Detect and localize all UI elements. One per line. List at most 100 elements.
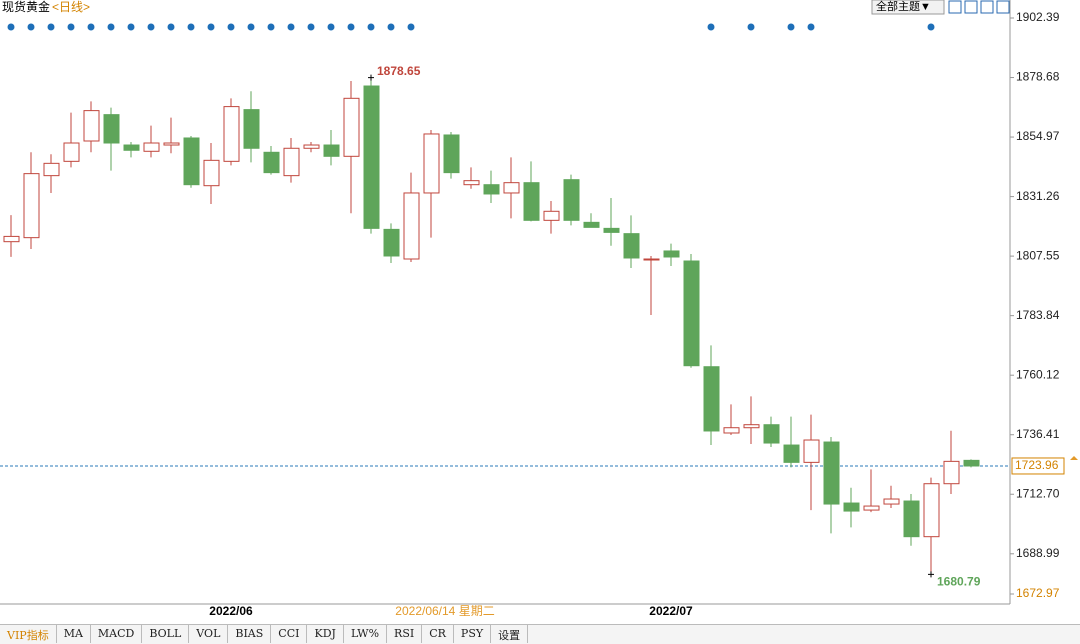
candle-body <box>83 110 100 142</box>
candle-body <box>543 210 560 221</box>
signal-marker <box>47 23 55 31</box>
period: <日线> <box>52 0 90 14</box>
signal-marker <box>127 23 135 31</box>
candle-body <box>523 182 540 221</box>
candle-body <box>923 483 940 538</box>
candle-body <box>943 460 960 485</box>
crosshair-label: 2022/06/14 星期二 <box>395 604 494 618</box>
candle-body <box>583 221 600 228</box>
current-price-box <box>1011 457 1065 475</box>
title: 现货黄金 <box>2 0 50 14</box>
signal-marker <box>7 23 15 31</box>
candle-body <box>43 162 60 177</box>
candle-body <box>363 85 380 229</box>
signal-marker <box>207 23 215 31</box>
signal-marker <box>347 23 355 31</box>
candle-body <box>23 173 40 239</box>
x-tick-label: 2022/06 <box>209 604 253 618</box>
signal-marker <box>307 23 315 31</box>
indicator-tab[interactable]: VOL <box>189 625 229 643</box>
signal-marker <box>227 23 235 31</box>
signal-marker <box>167 23 175 31</box>
y-tick-label: 1672.97 <box>1016 586 1060 600</box>
max-marker <box>368 74 374 81</box>
candle-body <box>223 106 240 162</box>
signal-marker <box>367 23 375 31</box>
y-tick-label: 1712.70 <box>1016 486 1060 500</box>
candle-body <box>603 227 620 233</box>
signal-marker <box>807 23 815 31</box>
candle-body <box>723 427 740 434</box>
candle-body <box>63 142 80 162</box>
y-tick-label: 1902.39 <box>1016 10 1060 24</box>
candle-body <box>763 424 780 444</box>
candle-body <box>843 502 860 512</box>
indicator-tab[interactable]: MA <box>57 625 91 643</box>
candle-body <box>423 133 440 194</box>
theme-button-text[interactable]: 全部主题▼ <box>876 0 931 13</box>
candle-body <box>323 144 340 157</box>
candle-body <box>183 137 200 186</box>
candle-body <box>243 109 260 149</box>
toolbar-icons[interactable] <box>948 0 1010 14</box>
candle-body <box>263 151 280 174</box>
candle-body <box>303 144 320 149</box>
signal-marker <box>327 23 335 31</box>
signal-marker <box>707 23 715 31</box>
indicator-tab[interactable]: KDJ <box>307 625 344 643</box>
y-tick-label: 1783.84 <box>1016 308 1060 322</box>
indicator-tab[interactable]: BOLL <box>142 625 190 643</box>
candle-body <box>103 114 120 144</box>
chart: 现货黄金 <日线> 全部主题▼ 2022/06/14 星期二 1902.39 18… <box>0 0 1078 618</box>
y-tick-label: 1878.68 <box>1016 70 1060 84</box>
signal-marker <box>187 23 195 31</box>
candle-body <box>3 235 20 243</box>
candle-body <box>703 366 720 432</box>
indicator-tab[interactable]: CCI <box>271 625 308 643</box>
candle-body <box>383 228 400 257</box>
candle-body <box>823 441 840 505</box>
x-tick-label: 2022/07 <box>649 604 693 618</box>
signal-marker <box>27 23 35 31</box>
signal-marker <box>407 23 415 31</box>
candle-body <box>203 159 220 187</box>
min-label: 1680.79 <box>937 575 981 589</box>
candle-body <box>123 144 140 151</box>
y-tick-label: 1688.99 <box>1016 546 1060 560</box>
indicator-tab[interactable]: MACD <box>91 625 143 643</box>
y-tick-label: 1807.55 <box>1016 248 1060 262</box>
indicator-tab[interactable]: CR <box>422 625 454 643</box>
candle-body <box>883 498 900 505</box>
indicator-tabs: VIP指标 MA MACD BOLL VOL BIAS CCI KDJ LW% RSI CR PSY 设… <box>0 624 1080 644</box>
candle-body <box>503 182 520 194</box>
signal-marker <box>67 23 75 31</box>
theme-button[interactable] <box>871 0 945 15</box>
max-label: 1878.65 <box>377 64 421 78</box>
indicator-tab[interactable]: LW% <box>344 625 388 643</box>
indicator-tab[interactable]: PSY <box>454 625 492 643</box>
candle-body <box>163 142 180 146</box>
candle-body <box>443 134 460 174</box>
y-tick-label: 1760.12 <box>1016 367 1060 381</box>
indicator-tab[interactable]: BIAS <box>228 625 272 643</box>
indicator-tab[interactable]: 设置 <box>491 625 529 643</box>
indicator-tab[interactable]: RSI <box>387 625 423 643</box>
candle-body <box>863 505 880 511</box>
candle-body <box>963 459 980 467</box>
candle-body <box>643 258 660 261</box>
candle-body <box>663 250 680 258</box>
signal-marker <box>107 23 115 31</box>
current-price-arrow <box>1070 455 1078 460</box>
current-price-label: 1723.96 <box>1015 458 1059 472</box>
candle-body <box>563 179 580 221</box>
signal-marker <box>747 23 755 31</box>
candle-body <box>283 147 300 177</box>
signal-marker <box>287 23 295 31</box>
candle-body <box>483 184 500 195</box>
candle-body <box>623 233 640 259</box>
candle-body <box>803 439 820 463</box>
candle-body <box>403 192 420 260</box>
indicator-tab[interactable]: VIP指标 <box>0 625 57 643</box>
y-tick-label: 1831.26 <box>1016 189 1060 203</box>
candle-body <box>903 500 920 538</box>
